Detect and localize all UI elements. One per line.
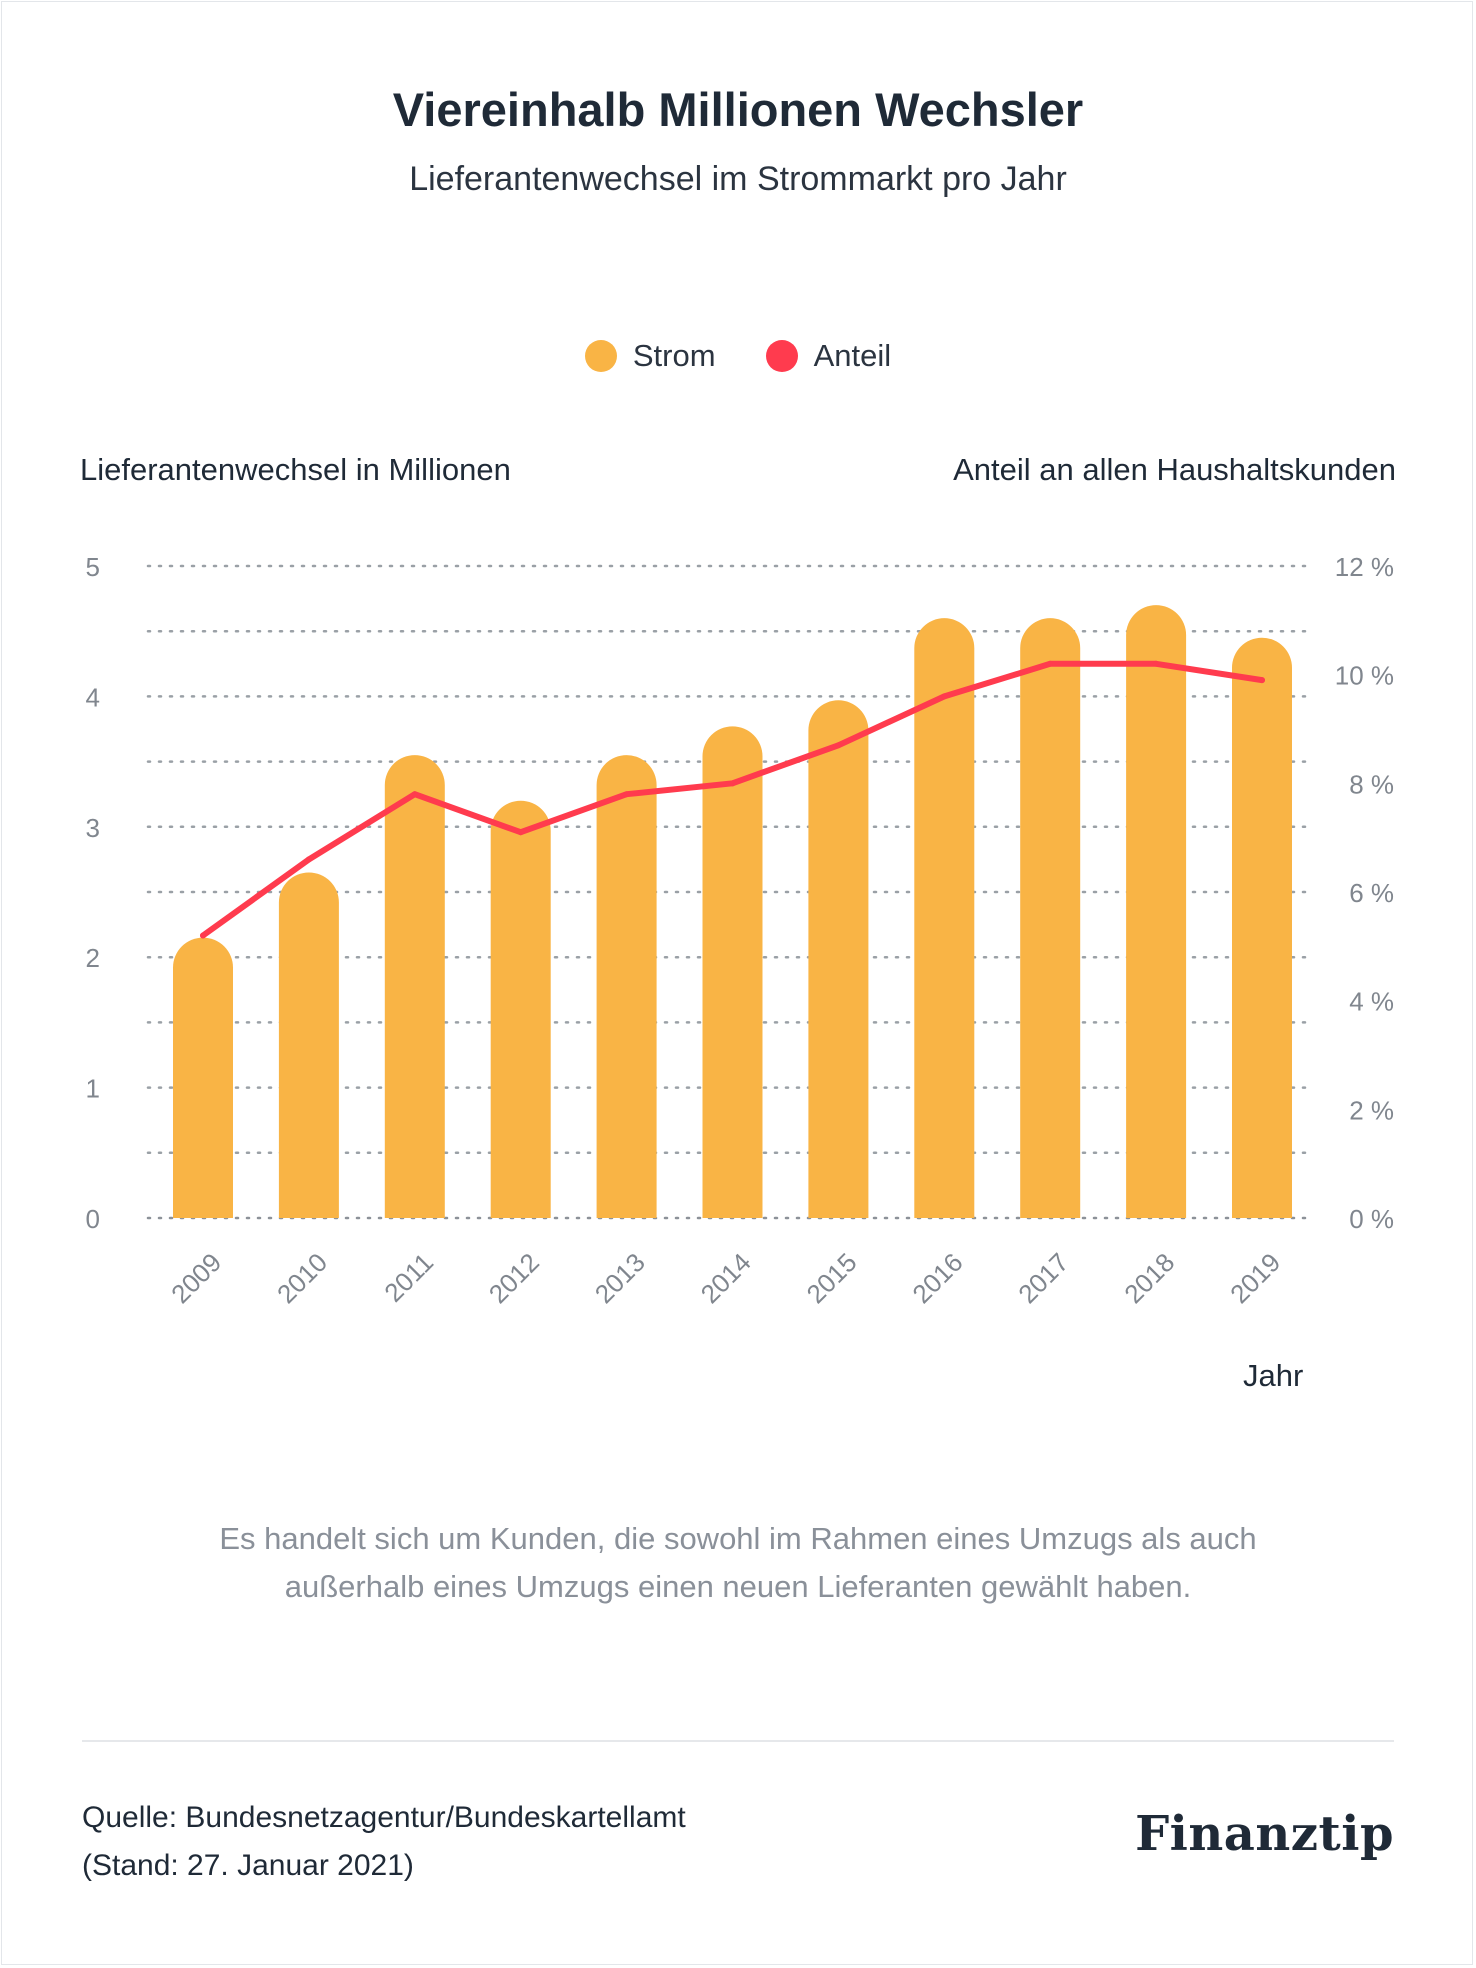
y2-tick-label: 0 % — [1349, 1204, 1394, 1234]
point-anteil-2012 — [518, 829, 524, 835]
point-anteil-2009 — [200, 932, 206, 938]
footnote-line-2: außerhalb eines Umzugs einen neuen Liefe… — [140, 1563, 1336, 1611]
y2-tick-label: 2 % — [1349, 1095, 1394, 1125]
chart-plot: 0 1 2 3 4 5 0 % 2 % 4 % 6 % 8 % 10 % 12 % 2009 2010 201… — [0, 0, 1476, 1400]
x-axis-title: Jahr — [1243, 1358, 1303, 1394]
x-tick-label: 2019 — [1224, 1247, 1286, 1309]
point-anteil-2014 — [730, 780, 736, 786]
divider — [82, 1740, 1394, 1742]
point-anteil-2010 — [306, 856, 312, 862]
y-tick-label: 2 — [86, 943, 100, 973]
source-line-2: (Stand: 27. Januar 2021) — [82, 1842, 686, 1890]
bar-2013 — [597, 755, 657, 1218]
point-anteil-2011 — [412, 791, 418, 797]
point-anteil-2018 — [1153, 661, 1159, 667]
x-tick-label: 2017 — [1012, 1247, 1074, 1309]
finanztip-logo: Finanztip — [1135, 1806, 1394, 1862]
source: Quelle: Bundesnetzagentur/Bundeskartella… — [82, 1794, 686, 1890]
y-tick-label: 5 — [86, 552, 100, 582]
x-tick-label: 2011 — [378, 1247, 439, 1308]
point-anteil-2013 — [624, 791, 630, 797]
point-anteil-2016 — [941, 693, 947, 699]
bar-2017 — [1020, 618, 1080, 1218]
footnote: Es handelt sich um Kunden, die sowohl im… — [140, 1515, 1336, 1611]
x-tick-label: 2010 — [271, 1247, 333, 1309]
y-tick-label: 4 — [86, 682, 100, 712]
point-anteil-2017 — [1047, 661, 1053, 667]
y-tick-label: 0 — [86, 1204, 100, 1234]
y2-tick-label: 4 % — [1349, 987, 1394, 1017]
point-anteil-2015 — [835, 742, 841, 748]
footnote-line-1: Es handelt sich um Kunden, die sowohl im… — [140, 1515, 1336, 1563]
y-tick-label: 1 — [86, 1074, 100, 1104]
source-line-1: Quelle: Bundesnetzagentur/Bundeskartella… — [82, 1794, 686, 1842]
x-tick-label: 2015 — [801, 1247, 863, 1309]
x-tick-label: 2013 — [589, 1247, 651, 1309]
bar-2018 — [1126, 605, 1186, 1218]
bar-2019 — [1232, 638, 1292, 1218]
bar-2014 — [703, 726, 763, 1218]
x-tick-label: 2012 — [483, 1247, 545, 1309]
y2-tick-label: 12 % — [1335, 552, 1394, 582]
x-tick-label: 2014 — [695, 1247, 757, 1309]
y-tick-label: 3 — [86, 813, 100, 843]
x-tick-label: 2018 — [1118, 1247, 1180, 1309]
bar-2010 — [279, 872, 339, 1218]
bar-2012 — [491, 801, 551, 1218]
x-tick-label: 2016 — [906, 1247, 968, 1309]
y2-tick-label: 10 % — [1335, 661, 1394, 691]
x-tick-label: 2009 — [165, 1247, 227, 1309]
point-anteil-2019 — [1259, 677, 1265, 683]
bar-2009 — [173, 938, 233, 1218]
bar-2015 — [808, 700, 868, 1218]
y2-tick-label: 6 % — [1349, 878, 1394, 908]
y2-tick-label: 8 % — [1349, 769, 1394, 799]
bar-2011 — [385, 755, 445, 1218]
